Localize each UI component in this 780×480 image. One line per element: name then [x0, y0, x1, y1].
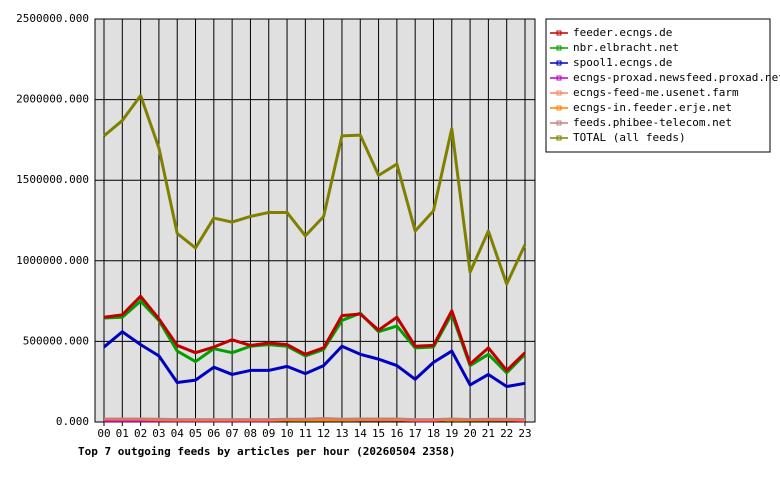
series-line — [103, 94, 527, 286]
y-tick-label: 2000000.000 — [16, 93, 89, 106]
legend-marker — [556, 105, 562, 111]
x-tick-label: 07 — [226, 427, 239, 440]
legend-marker — [556, 75, 562, 81]
series-line — [103, 294, 527, 372]
legend-marker — [556, 30, 562, 36]
y-tick-label: 500000.000 — [23, 334, 89, 347]
legend — [545, 18, 771, 153]
x-tick-label: 23 — [518, 427, 531, 440]
x-tick-label: 05 — [189, 427, 202, 440]
y-tick-label: 2500000.000 — [16, 12, 89, 25]
legend-label: spool1.ecngs.de — [573, 56, 672, 69]
legend-label: ecngs-in.feeder.erje.net — [573, 101, 732, 114]
series-line — [104, 416, 526, 421]
x-tick-label: 09 — [262, 427, 275, 440]
legend-label: nbr.elbracht.net — [573, 41, 679, 54]
series-line — [104, 418, 526, 422]
x-tick-label: 17 — [409, 427, 422, 440]
x-tick-label: 02 — [134, 427, 147, 440]
series-line — [103, 330, 526, 389]
chart-title: Top 7 outgoing feeds by articles per hou… — [78, 445, 456, 458]
x-tick-label: 16 — [390, 427, 403, 440]
legend-marker — [556, 60, 562, 66]
legend-label: feeder.ecngs.de — [573, 26, 672, 39]
legend-label: ecngs-proxad.newsfeed.proxad.net — [573, 71, 780, 84]
x-tick-label: 14 — [354, 427, 368, 440]
x-tick-label: 06 — [207, 427, 220, 440]
legend-marker — [556, 45, 562, 51]
legend-label: TOTAL (all feeds) — [573, 131, 686, 144]
plot-area — [94, 18, 536, 423]
y-tick-label: 1000000.000 — [16, 254, 89, 267]
legend-label: feeds.phibee-telecom.net — [573, 116, 732, 129]
x-tick-label: 01 — [116, 427, 129, 440]
y-tick-label: 1500000.000 — [16, 173, 89, 186]
x-tick-label: 15 — [372, 427, 385, 440]
x-tick-label: 00 — [97, 427, 110, 440]
x-tick-label: 21 — [482, 427, 495, 440]
x-tick-label: 13 — [335, 427, 348, 440]
x-tick-label: 18 — [427, 427, 440, 440]
x-tick-label: 11 — [299, 427, 312, 440]
x-tick-label: 03 — [152, 427, 165, 440]
legend-marker — [556, 120, 562, 126]
x-tick-label: 04 — [171, 427, 185, 440]
y-tick-label: 0.000 — [56, 415, 89, 428]
x-tick-label: 19 — [445, 427, 458, 440]
x-tick-label: 22 — [500, 427, 513, 440]
x-tick-label: 08 — [244, 427, 257, 440]
legend-label: ecngs-feed-me.usenet.farm — [573, 86, 739, 99]
x-tick-label: 20 — [463, 427, 476, 440]
x-tick-label: 10 — [280, 427, 293, 440]
legend-marker — [556, 135, 562, 141]
x-tick-label: 12 — [317, 427, 330, 440]
legend-marker — [556, 90, 562, 96]
